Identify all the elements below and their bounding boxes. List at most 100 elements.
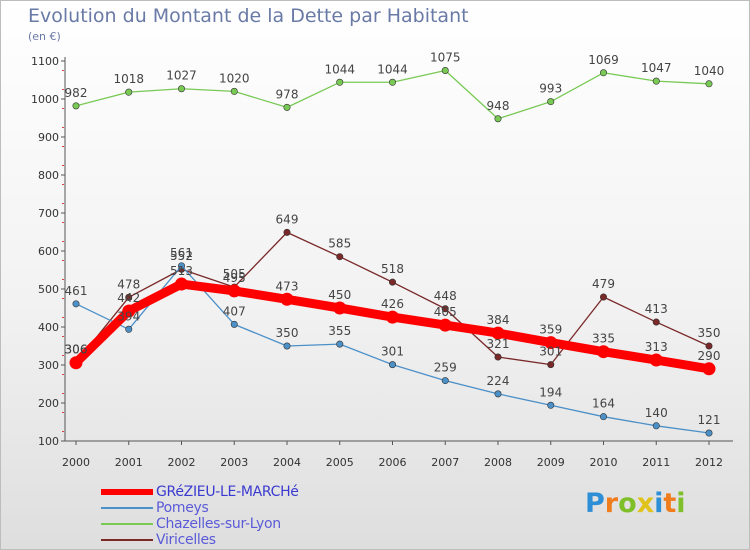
x-tick-label: 2005 <box>326 456 354 469</box>
data-label: 978 <box>276 87 299 101</box>
data-label: 413 <box>645 302 668 316</box>
data-point <box>230 320 238 328</box>
y-tick-label: 900 <box>38 131 59 144</box>
x-tick-label: 2000 <box>62 456 90 469</box>
data-point <box>705 429 713 437</box>
data-point <box>178 262 186 270</box>
data-point <box>125 325 133 333</box>
y-tick-label: 800 <box>38 169 59 182</box>
data-point <box>491 326 505 340</box>
data-label: 479 <box>592 277 615 291</box>
data-point <box>230 87 238 95</box>
data-point <box>72 300 80 308</box>
x-tick-label: 2004 <box>273 456 301 469</box>
x-tick-label: 2012 <box>695 456 723 469</box>
x-tick-label: 2006 <box>379 456 407 469</box>
data-point <box>705 342 713 350</box>
data-label: 948 <box>487 99 510 113</box>
data-label: 384 <box>487 313 510 327</box>
data-label: 461 <box>65 284 88 298</box>
data-point <box>175 277 188 291</box>
data-label: 350 <box>698 326 721 340</box>
logo-letter: r <box>604 488 619 519</box>
y-tick-label: 200 <box>38 397 59 410</box>
y-tick-label: 1100 <box>31 55 59 68</box>
data-label: 649 <box>276 212 299 226</box>
data-label: 513 <box>170 264 193 278</box>
data-point <box>494 353 502 361</box>
data-label: 426 <box>381 297 404 311</box>
y-tick-label: 100 <box>38 435 59 448</box>
data-point <box>547 401 555 409</box>
data-label: 478 <box>117 277 140 291</box>
y-tick-label: 500 <box>38 283 59 296</box>
data-point <box>652 422 660 430</box>
data-label: 552 <box>170 249 193 263</box>
logo-letter: i <box>654 488 664 519</box>
data-point <box>597 345 610 359</box>
data-point <box>441 305 449 313</box>
data-point <box>122 304 136 318</box>
data-label: 473 <box>276 279 299 293</box>
x-tick-label: 2009 <box>537 456 565 469</box>
line-chart: 100 200 300 400 500 600 700 800 900 1000 1100 2000 2… <box>31 51 733 469</box>
logo-letter: i <box>676 488 686 519</box>
data-point <box>283 228 291 236</box>
data-label: 301 <box>381 345 404 359</box>
data-label: 140 <box>645 406 668 420</box>
data-label: 1027 <box>166 69 197 83</box>
legend-label: Pomeys <box>156 500 209 516</box>
data-label: 405 <box>434 305 457 319</box>
data-point <box>652 318 660 326</box>
data-label: 982 <box>65 86 88 100</box>
x-tick-label: 2003 <box>220 456 248 469</box>
legend-label: Viricelles <box>156 532 216 548</box>
chart-title: Evolution du Montant de la Dette par Hab… <box>28 5 469 27</box>
data-point <box>599 413 607 421</box>
data-point <box>599 293 607 301</box>
data-label: 290 <box>698 349 721 363</box>
data-label: 224 <box>487 374 510 388</box>
data-point <box>69 356 83 370</box>
legend-swatch <box>101 539 153 541</box>
data-label: 448 <box>434 289 457 303</box>
legend-swatch <box>101 523 153 525</box>
data-point <box>227 284 241 298</box>
x-tick-label: 2010 <box>590 456 618 469</box>
data-label: 394 <box>117 309 140 323</box>
data-label: 1044 <box>324 62 355 76</box>
x-tick-label: 2011 <box>642 456 670 469</box>
x-tick-label: 2007 <box>431 456 459 469</box>
data-label: 1040 <box>694 64 725 78</box>
data-label: 518 <box>381 262 404 276</box>
data-point <box>388 278 396 286</box>
logo-letter: t <box>663 488 677 519</box>
data-label: 306 <box>65 343 88 357</box>
data-label: 505 <box>223 267 246 281</box>
data-point <box>599 69 607 77</box>
data-label: 321 <box>487 337 510 351</box>
data-point <box>125 293 133 301</box>
legend-swatch <box>101 507 153 509</box>
data-label: 561 <box>170 246 193 260</box>
data-label: 355 <box>328 324 351 338</box>
data-point <box>547 361 555 369</box>
data-label: 121 <box>698 413 721 427</box>
logo-letter: P <box>585 488 605 519</box>
data-point <box>441 67 449 75</box>
data-point <box>125 88 133 96</box>
data-label: 993 <box>539 82 562 96</box>
data-point <box>441 377 449 385</box>
data-label: 585 <box>328 237 351 251</box>
data-point <box>283 103 291 111</box>
chart-unit-label: (en €) <box>28 30 61 43</box>
x-tick-label: 2002 <box>168 456 196 469</box>
data-label: 259 <box>434 361 457 375</box>
data-label: 301 <box>539 345 562 359</box>
data-label: 495 <box>223 271 246 285</box>
data-point <box>388 78 396 86</box>
data-label: 1044 <box>377 62 408 76</box>
data-label: 407 <box>223 304 246 318</box>
data-label: 1047 <box>641 61 672 75</box>
logo-letter: o <box>618 488 637 519</box>
